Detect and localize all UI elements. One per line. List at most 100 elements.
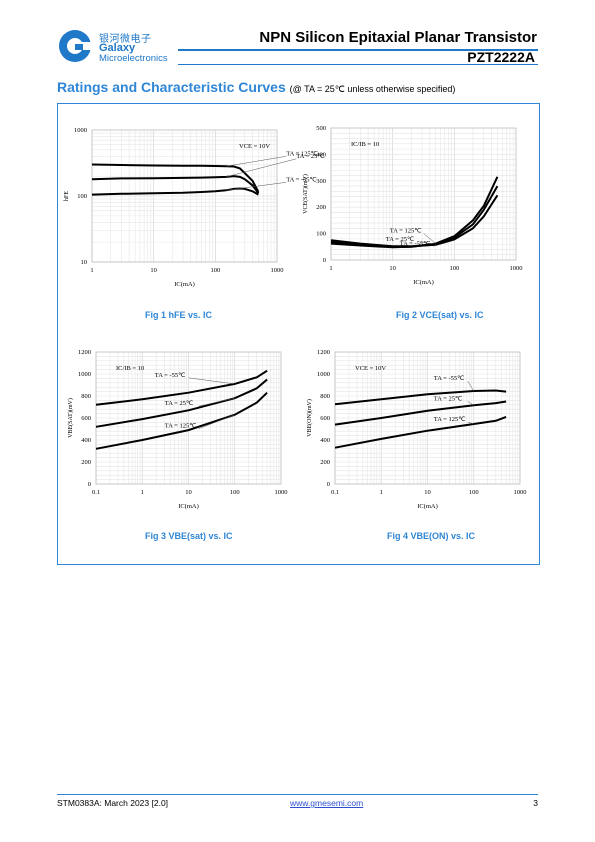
x-axis-label: IC(mA) — [417, 503, 438, 510]
plot-border — [95, 351, 282, 485]
y-tick-label: 400 — [81, 437, 91, 444]
series-label: TA = 25℃ — [165, 400, 194, 407]
x-tick-label: 100 — [210, 267, 220, 274]
series-leader-line — [226, 158, 297, 178]
y-tick-label: 1000 — [78, 371, 91, 378]
y-tick-label: 1200 — [317, 349, 330, 356]
fig3-caption: Fig 3 VBE(sat) vs. IC — [145, 531, 233, 541]
y-tick-label: 600 — [81, 415, 91, 422]
y-tick-label: 400 — [320, 437, 330, 444]
x-tick-label: 100 — [469, 489, 479, 496]
x-tick-label: 10 — [185, 489, 192, 496]
x-tick-label: 10 — [150, 267, 157, 274]
series-line — [95, 378, 268, 428]
section-title-text: Ratings and Characteristic Curves — [57, 79, 286, 95]
chart-annotation: IC/IB = 10 — [351, 141, 379, 148]
header-rule-lower — [178, 64, 538, 65]
chart-svg: 0.1 1 10 100 1000 0 200 400 600 800 1000 1200 IC(mA)… — [306, 349, 527, 510]
x-tick-label: 10 — [424, 489, 431, 496]
chart-vbesat-vs-ic: 0.1 1 10 100 1000 0 200 400 600 800 1000 1200 IC(mA)… — [67, 349, 288, 519]
series-line — [91, 175, 260, 194]
y-tick-label: 100 — [77, 193, 87, 200]
y-tick-label: 800 — [81, 393, 91, 400]
y-tick-label: 0 — [323, 257, 326, 264]
grid-lines — [91, 130, 277, 263]
series-line — [334, 389, 507, 406]
series-label: TA = 125℃ — [286, 150, 318, 157]
x-tick-label: 1 — [141, 489, 144, 496]
fig4-caption: Fig 4 VBE(ON) vs. IC — [387, 531, 476, 541]
y-axis-label: hFE — [64, 191, 70, 201]
chart-vbeon-vs-ic: 0.1 1 10 100 1000 0 200 400 600 800 1000 1200 IC(mA)… — [306, 349, 527, 519]
y-tick-label: 600 — [320, 415, 330, 422]
y-axis-label: VBE(ON)(mV) — [306, 399, 313, 437]
series-label: TA = 125℃ — [390, 228, 422, 235]
x-tick-label: 1 — [329, 265, 332, 272]
y-tick-label: 200 — [316, 204, 326, 211]
fig1-caption: Fig 1 hFE vs. IC — [145, 310, 213, 320]
series-line — [95, 369, 268, 406]
x-tick-label: 1 — [90, 267, 93, 274]
x-axis-label: IC(mA) — [174, 281, 195, 288]
fig2-caption: Fig 2 VCE(sat) vs. IC — [396, 310, 484, 320]
chart-annotation: VCE = 10V — [355, 365, 386, 372]
chart-hfe-vs-ic: 1 10 100 1000 10 100 1000 IC(mA) hFE VCE = 10V TA … — [64, 127, 325, 297]
y-tick-label: 1000 — [317, 371, 330, 378]
series-label: TA = -55℃ — [434, 375, 465, 382]
series-leader-line — [433, 244, 436, 247]
series-leader-line — [226, 182, 287, 191]
x-tick-label: 1000 — [271, 267, 284, 274]
y-axis-label: VCE(SAT)(mV) — [302, 174, 309, 214]
y-tick-label: 0 — [88, 481, 91, 488]
series-leader-line — [467, 421, 474, 425]
series-leader-line — [226, 156, 287, 167]
x-tick-label: 0.1 — [92, 489, 100, 496]
curves-frame — [57, 103, 540, 565]
series-line — [334, 415, 507, 449]
plot-border — [330, 127, 517, 261]
logo-micro-text: Microelectronics — [99, 53, 168, 64]
x-tick-label: 1000 — [510, 265, 523, 272]
x-tick-label: 1000 — [275, 489, 288, 496]
section-title: Ratings and Characteristic Curves (@ TA … — [57, 79, 455, 95]
series-line — [95, 391, 268, 450]
footer-page-number: 3 — [533, 798, 538, 808]
plot-border — [91, 129, 278, 263]
y-tick-label: 500 — [316, 125, 326, 132]
y-tick-label: 200 — [81, 459, 91, 466]
x-axis-label: IC(mA) — [413, 279, 434, 286]
y-axis-label: VBE(SAT)(mV) — [67, 398, 74, 438]
y-tick-label: 1200 — [78, 349, 91, 356]
y-tick-label: 0 — [327, 481, 330, 488]
series-leader-line — [467, 380, 474, 392]
series-line — [91, 163, 260, 193]
y-tick-label: 800 — [320, 393, 330, 400]
section-condition: (@ TA = 25℃ unless otherwise specified) — [289, 84, 456, 94]
chart-annotation: VCE = 10V — [239, 143, 270, 150]
x-tick-label: 1 — [380, 489, 383, 496]
y-tick-label: 10 — [81, 259, 88, 266]
series-line — [330, 194, 499, 248]
series-leader-line — [198, 397, 235, 407]
footer-doc-id: STM0383A: March 2023 [2.0] — [57, 798, 169, 808]
footer-website-link[interactable]: www.gmesemi.com — [290, 798, 364, 808]
x-tick-label: 0.1 — [331, 489, 339, 496]
logo-galaxy-text: Galaxy — [99, 42, 136, 54]
footer-rule — [57, 794, 538, 795]
series-leader-line — [467, 401, 474, 406]
series-leader-line — [198, 414, 235, 429]
series-line — [334, 400, 507, 426]
x-tick-label: 10 — [389, 265, 396, 272]
series-label: TA = -55℃ — [286, 176, 317, 183]
y-tick-label: 400 — [316, 151, 326, 158]
chart-annotation: IC/IB = 10 — [116, 365, 144, 372]
y-tick-label: 1000 — [74, 127, 87, 134]
y-tick-label: 200 — [320, 459, 330, 466]
series-leader-line — [188, 377, 235, 385]
series-label: TA = -55℃ — [400, 241, 431, 248]
x-tick-label: 100 — [449, 265, 459, 272]
company-logo: 银河微电子 Galaxy Microelectronics — [57, 24, 177, 72]
series-leader-line — [423, 233, 436, 244]
series-label: TA = 125℃ — [165, 423, 197, 430]
